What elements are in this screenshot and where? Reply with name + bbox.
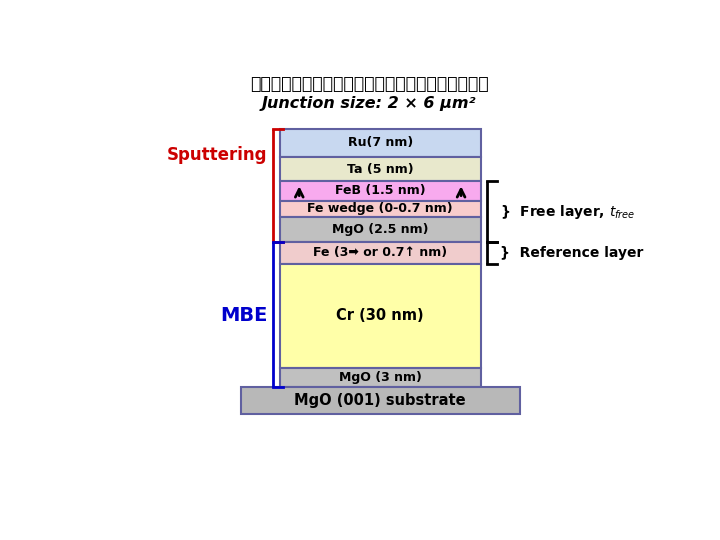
Text: Ta (5 nm): Ta (5 nm): [347, 163, 413, 176]
Text: MBE: MBE: [220, 306, 267, 325]
Text: MgO (001) substrate: MgO (001) substrate: [294, 393, 466, 408]
Text: Ru(7 nm): Ru(7 nm): [348, 137, 413, 150]
Bar: [280, 200, 481, 217]
Text: MgO (3 nm): MgO (3 nm): [338, 371, 422, 384]
Bar: [280, 368, 481, 387]
Text: Cr (30 nm): Cr (30 nm): [336, 308, 424, 323]
Text: Fe wedge (0-0.7 nm): Fe wedge (0-0.7 nm): [307, 202, 453, 215]
Text: }  Reference layer: } Reference layer: [500, 246, 644, 260]
Bar: [240, 387, 520, 414]
Bar: [280, 242, 481, 264]
Text: }  Free layer, $t_{free}$: } Free layer, $t_{free}$: [500, 202, 636, 220]
Text: Sputtering: Sputtering: [167, 146, 267, 164]
Text: トンネル磁気抵抗素子における電界磁気異方性制御: トンネル磁気抵抗素子における電界磁気異方性制御: [250, 75, 488, 93]
Text: Fe (3➡ or 0.7↑ nm): Fe (3➡ or 0.7↑ nm): [313, 246, 447, 259]
Bar: [280, 264, 481, 368]
Bar: [280, 129, 481, 157]
Text: MgO (2.5 nm): MgO (2.5 nm): [332, 223, 428, 236]
Bar: [280, 181, 481, 200]
Text: Junction size: 2 × 6 μm²: Junction size: 2 × 6 μm²: [262, 96, 476, 111]
Bar: [280, 217, 481, 242]
Bar: [280, 157, 481, 181]
Text: FeB (1.5 nm): FeB (1.5 nm): [335, 185, 426, 198]
